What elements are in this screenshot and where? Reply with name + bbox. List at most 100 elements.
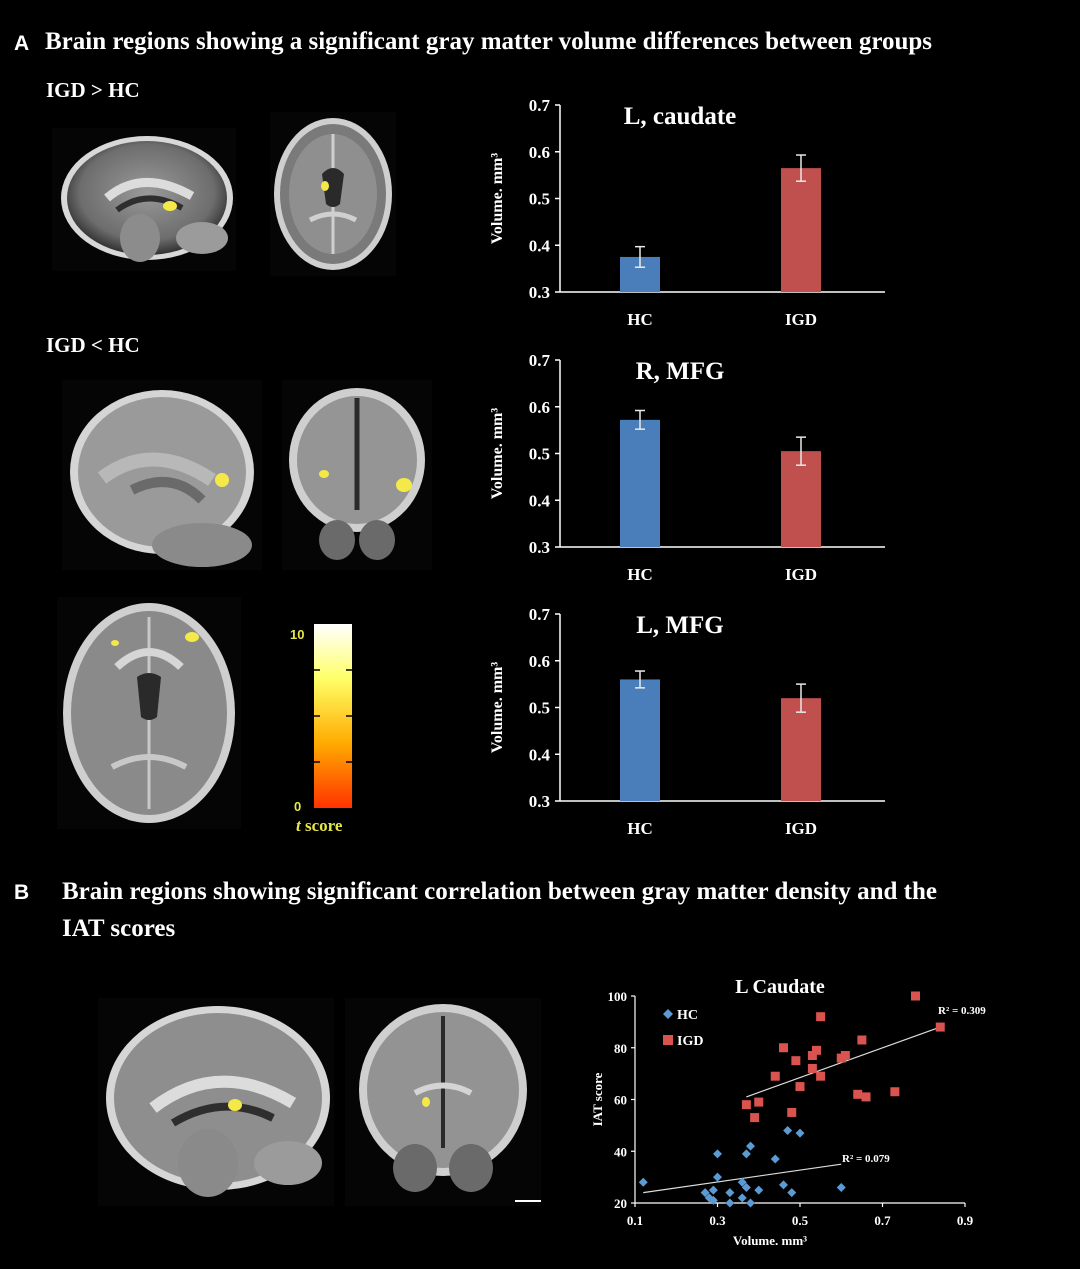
point-hc <box>700 1188 710 1198</box>
point-hc <box>741 1182 751 1192</box>
point-igd <box>816 1012 826 1022</box>
point-hc <box>638 1177 648 1187</box>
chart-title: L, caudate <box>624 103 737 130</box>
point-hc <box>713 1172 722 1182</box>
bar-hc <box>620 679 660 801</box>
bar-hc <box>620 419 660 547</box>
point-hc <box>779 1180 788 1190</box>
point-igd <box>795 1082 805 1092</box>
y-tick-label: 100 <box>608 989 628 1004</box>
point-hc <box>725 1198 735 1208</box>
brain-sagittal-caudate-b-image <box>98 998 334 1206</box>
panel-a-letter: A <box>14 32 30 55</box>
y-tick-label: 0.6 <box>529 398 550 417</box>
x-tick-label: HC <box>627 310 653 329</box>
legend-marker-igd <box>663 1035 673 1045</box>
legend-marker-hc <box>663 1009 673 1019</box>
scatter-l-caudate: 20 40 60 80 100 0.1 0.3 0.5 0.7 0.9 L Caudate Volum… <box>580 968 1000 1263</box>
y-tick-label: 60 <box>614 1093 627 1108</box>
point-hc <box>713 1149 722 1159</box>
x-tick-label: 0.5 <box>792 1213 809 1228</box>
error-bar-igd <box>796 683 806 713</box>
x-tick-label: HC <box>627 819 653 838</box>
bar-chart-l-caudate: 0.3 0.4 0.5 0.6 0.7 Volume. mm³ L, caudate HC IG… <box>470 88 910 338</box>
point-hc <box>708 1185 718 1195</box>
point-igd <box>741 1100 751 1110</box>
point-hc <box>787 1188 797 1198</box>
bar-chart-l-mfg: 0.3 0.4 0.5 0.6 0.7 Volume. mm³ L, MFG HC IGD <box>470 597 910 852</box>
point-hc <box>795 1128 805 1138</box>
bar-igd <box>781 168 821 292</box>
point-hc <box>708 1195 718 1205</box>
point-igd <box>807 1051 817 1061</box>
r2-label-igd: R² = 0.309 <box>938 1005 986 1017</box>
brain-coronal-mfg-image <box>282 380 432 570</box>
brain-axial-mfg-image <box>57 597 241 829</box>
y-tick-label: 0.7 <box>529 605 551 624</box>
point-hc <box>770 1154 780 1164</box>
y-tick-label: 0.6 <box>529 143 550 162</box>
y-tick-label: 0.4 <box>529 491 551 510</box>
point-igd <box>857 1035 867 1045</box>
legend-label-igd: IGD <box>677 1034 703 1049</box>
y-axis-label: IAT score <box>590 1072 605 1126</box>
colorbar-min-label: 0 <box>294 799 301 814</box>
point-igd <box>935 1022 945 1032</box>
y-tick-label: 0.5 <box>529 699 550 718</box>
legend-label-hc: HC <box>677 1008 698 1023</box>
point-igd <box>807 1063 817 1073</box>
y-tick-label: 0.5 <box>529 445 550 464</box>
error-bar-igd <box>796 436 806 466</box>
label-igd-gt-hc: IGD > HC <box>46 78 140 102</box>
point-igd <box>861 1092 871 1102</box>
bar-igd <box>781 451 821 547</box>
chart-title: L, MFG <box>636 612 724 639</box>
colorbar-max-label: 10 <box>290 627 304 642</box>
brain-coronal-caudate-b-image <box>345 998 541 1206</box>
point-igd <box>853 1089 863 1099</box>
error-bar-hc <box>635 670 645 689</box>
chart-title: R, MFG <box>636 358 725 385</box>
brain-sagittal-caudate-image <box>52 128 236 271</box>
point-igd <box>812 1045 821 1055</box>
x-tick-label: IGD <box>785 310 817 329</box>
x-axis-label: Volume. mm³ <box>733 1233 807 1248</box>
y-tick-label: 0.3 <box>529 283 550 302</box>
point-hc <box>725 1188 735 1198</box>
point-igd <box>770 1071 780 1081</box>
x-tick-label: 0.7 <box>874 1213 891 1228</box>
y-tick-label: 80 <box>614 1041 627 1056</box>
point-igd <box>750 1113 760 1123</box>
point-hc <box>783 1126 793 1136</box>
bar-chart-r-mfg: 0.3 0.4 0.5 0.6 0.7 Volume. mm³ R, MFG HC IGD <box>470 343 910 593</box>
y-tick-label: 0.7 <box>529 351 551 370</box>
x-tick-label: 0.1 <box>627 1213 643 1228</box>
x-tick-label: 0.9 <box>957 1213 974 1228</box>
panel-a-title: Brain regions showing a significant gray… <box>45 28 932 55</box>
x-tick-label: 0.3 <box>709 1213 726 1228</box>
panel-b-letter: B <box>14 881 30 904</box>
point-hc <box>746 1141 755 1151</box>
y-tick-label: 0.4 <box>529 745 551 764</box>
y-tick-label: 0.6 <box>529 652 550 671</box>
bar-igd <box>781 698 821 801</box>
point-hc <box>836 1182 846 1192</box>
point-igd <box>787 1107 797 1117</box>
point-igd <box>890 1087 900 1097</box>
y-tick-label: 0.3 <box>529 538 550 557</box>
label-igd-lt-hc: IGD < HC <box>46 333 140 357</box>
error-bar-hc <box>635 245 645 268</box>
brain-axial-caudate-image <box>270 112 396 276</box>
point-igd <box>911 991 920 1001</box>
point-igd <box>791 1056 801 1066</box>
point-hc <box>741 1149 751 1159</box>
x-tick-label: IGD <box>785 565 817 584</box>
panel-b-title-line1: Brain regions showing significant correl… <box>62 878 937 905</box>
point-igd <box>779 1043 788 1053</box>
y-tick-label: 40 <box>614 1144 627 1159</box>
x-tick-label: HC <box>627 565 653 584</box>
point-hc <box>737 1193 747 1203</box>
point-hc <box>746 1198 755 1208</box>
brain-sagittal-mfg-image <box>62 380 262 570</box>
y-axis-label: Volume. mm³ <box>489 408 506 500</box>
